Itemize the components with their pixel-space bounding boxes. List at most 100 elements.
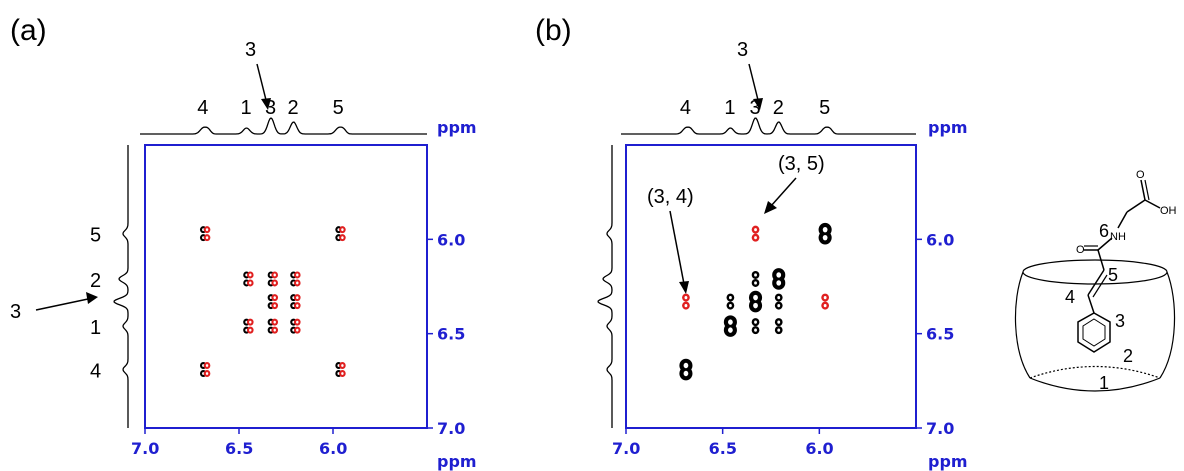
bond-acid-o-double: [1144, 179, 1150, 201]
cross-peak-hole: [205, 228, 209, 232]
y-tick-labels-b: 6.0 6.5 7.0: [916, 230, 954, 438]
bond-c4-c5-double: [1092, 274, 1108, 298]
left-projection-spectrum-b: [597, 145, 613, 428]
bottom-unit-label-b: ppm: [928, 452, 968, 471]
cross-peak-hole: [205, 236, 209, 240]
top-peak-label: 3: [750, 97, 761, 119]
cross-peak-red: [293, 271, 301, 287]
top-peak-label: 2: [773, 97, 784, 119]
mol-label-2: 2: [1123, 346, 1133, 366]
cross-peak-hole: [683, 362, 689, 369]
cross-peak-red: [271, 318, 279, 334]
left-peak3-arrowhead-a: [86, 292, 98, 304]
top-peak-label: 4: [197, 97, 208, 119]
top-peak-label: 3: [265, 97, 276, 119]
cross-peak-hole: [754, 236, 757, 240]
top-unit-label-a: ppm: [437, 118, 477, 137]
cross-peak-hole: [728, 319, 733, 325]
cross-peak-black: [818, 222, 832, 245]
cross-peak-red: [293, 318, 301, 334]
cross-peak-hole: [273, 281, 276, 285]
x-tick-label: 6.5: [709, 439, 737, 458]
cross-peak-hole: [776, 280, 782, 286]
left-peak-label: 1: [90, 317, 101, 339]
annotation-3-4: (3, 4): [647, 186, 694, 208]
top-peak-label: 4: [680, 97, 691, 119]
cross-peak-black: [748, 290, 763, 313]
x-tick-label: 7.0: [131, 439, 159, 458]
cross-peak-hole: [754, 320, 757, 324]
annotation-3-5-arrow: [770, 177, 797, 207]
cross-peak-hole: [296, 296, 299, 299]
cross-peak-hole: [728, 327, 733, 333]
left-projection-spectrum-a: [113, 145, 129, 428]
cross-peak-hole: [684, 295, 688, 300]
cross-peak-hole: [296, 273, 299, 277]
cross-peak-red: [293, 294, 301, 310]
y-tick-label: 7.0: [437, 419, 465, 438]
plot-frame-b: [625, 144, 917, 429]
cross-peak-hole: [341, 236, 344, 240]
cross-peak-hole: [205, 364, 209, 367]
barrel-right-wall: [1159, 271, 1176, 379]
host-guest-molecule-diagram: O OH O NH 6 5 4 3 2 1: [1014, 169, 1177, 393]
cross-peak-hole: [754, 281, 757, 285]
cross-peak-hole: [341, 372, 344, 375]
cross-peak-hole: [205, 372, 209, 375]
cross-peak-red: [271, 271, 279, 287]
barrel-bottom-rim-front: [1029, 377, 1161, 392]
barrel-left-wall: [1014, 271, 1031, 379]
peak3-arrow-a: [256, 63, 267, 101]
peak3-arrow-b: [748, 63, 759, 101]
cross-peak-hole: [683, 370, 689, 377]
peak3-arrowhead-a: [261, 98, 271, 110]
cross-peak-hole: [823, 303, 827, 308]
y-tick-label: 7.0: [926, 419, 954, 438]
cross-peak-hole: [341, 228, 344, 232]
peak3-arrowhead-b: [753, 98, 763, 110]
bond-acid-o: [1140, 179, 1146, 201]
x-tick-labels-a: 7.0 6.5 6.0: [131, 428, 347, 458]
bond-carbonyl-n: [1097, 237, 1113, 251]
left-peak3-arrow-a: [35, 298, 89, 311]
x-tick-labels-b: 7.0 6.5 6.0: [612, 428, 834, 458]
cross-peak-hole: [777, 295, 781, 300]
x-tick-label: 7.0: [612, 439, 640, 458]
mol-label-1: 1: [1099, 373, 1109, 393]
atom-oh: OH: [1160, 205, 1177, 217]
cross-peak-black: [772, 268, 786, 290]
cross-peak-hole: [754, 228, 757, 232]
cross-peak-hole: [776, 272, 782, 278]
left-peak-label: 4: [90, 361, 101, 383]
barrel-top-rim: [1022, 259, 1168, 285]
cross-peak-hole: [777, 320, 781, 324]
cross-peak-hole: [753, 302, 758, 309]
cross-peak-hole: [822, 226, 828, 233]
annotation-3-5-arrowhead: [764, 201, 777, 214]
cross-peak-hole: [823, 295, 827, 300]
benzene-ring: [1077, 312, 1111, 353]
cross-peak-hole: [341, 364, 344, 367]
cross-peak-black: [726, 293, 735, 310]
cross-peak-hole: [822, 234, 828, 241]
cross-peak-hole: [777, 303, 781, 308]
cross-peak-hole: [296, 320, 299, 324]
peak3-arrow-label-a: 3: [245, 39, 256, 61]
top-peak-label: 5: [333, 97, 344, 119]
cross-peak-red: [751, 225, 760, 242]
panel-label-a: (a): [10, 14, 47, 47]
cross-peak-hole: [249, 273, 252, 277]
bond-c5-carbonyl: [1097, 249, 1105, 271]
annotation-3-4-arrowhead: [679, 281, 689, 294]
y-tick-label: 6.5: [437, 325, 465, 344]
cross-peak-hole: [273, 304, 276, 307]
cross-peak-red: [203, 226, 211, 242]
x-tick-label: 6.0: [805, 439, 833, 458]
cross-peak-red: [246, 271, 254, 287]
top-peak-label: 5: [819, 97, 830, 119]
cross-peak-black: [751, 318, 760, 335]
cross-peak-hole: [249, 320, 252, 324]
